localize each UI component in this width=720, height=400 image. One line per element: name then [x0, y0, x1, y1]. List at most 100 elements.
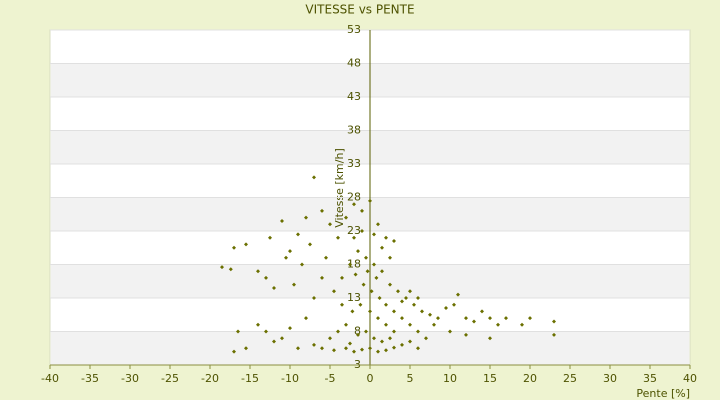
y-tick-label: 28 — [347, 191, 361, 204]
point — [464, 316, 468, 321]
x-tick-label: 25 — [563, 372, 577, 385]
y-tick-label: 8 — [354, 325, 361, 338]
point — [256, 322, 260, 327]
x-tick-label: 15 — [483, 372, 497, 385]
point — [264, 329, 268, 334]
point — [388, 336, 392, 341]
point — [416, 346, 420, 351]
point — [392, 345, 396, 350]
point — [280, 336, 284, 341]
point — [340, 302, 344, 307]
point — [384, 235, 388, 240]
point — [308, 242, 312, 247]
point — [368, 309, 372, 314]
point — [384, 348, 388, 353]
point — [361, 282, 366, 287]
point — [284, 255, 288, 260]
point — [344, 322, 348, 327]
y-tick-label: 13 — [347, 291, 361, 304]
point — [464, 332, 468, 337]
point — [312, 175, 316, 180]
point — [350, 309, 355, 314]
point — [358, 302, 363, 307]
point — [352, 202, 356, 207]
point — [432, 322, 436, 327]
point — [272, 339, 276, 344]
point — [320, 275, 324, 280]
point — [353, 272, 358, 277]
y-tick-label: 38 — [347, 124, 361, 137]
chart-title: VITESSE vs PENTE — [305, 3, 414, 17]
point — [400, 316, 404, 321]
y-tick-label: 48 — [347, 57, 361, 70]
point — [296, 232, 300, 237]
point — [304, 316, 308, 321]
point — [368, 198, 372, 203]
point — [376, 316, 380, 321]
y-axis-label: Vitesse [km/h] — [333, 148, 346, 228]
x-tick-label: 35 — [643, 372, 657, 385]
point — [232, 349, 236, 354]
point — [408, 289, 412, 294]
x-tick-label: -10 — [281, 372, 299, 385]
point — [336, 235, 340, 240]
y-tick-label: 53 — [347, 23, 361, 36]
point — [344, 346, 348, 351]
point — [280, 218, 284, 223]
point — [340, 275, 344, 280]
x-tick-label: -35 — [81, 372, 99, 385]
point — [304, 215, 308, 220]
x-tick-label: -25 — [161, 372, 179, 385]
point — [384, 322, 388, 327]
point — [380, 339, 384, 344]
point — [380, 245, 384, 250]
point — [552, 332, 556, 337]
point — [456, 292, 460, 297]
point — [428, 312, 432, 317]
point — [256, 269, 260, 274]
point — [488, 316, 492, 321]
point — [324, 255, 328, 260]
point — [388, 282, 392, 287]
point — [488, 336, 492, 341]
point — [360, 347, 364, 352]
point — [472, 319, 476, 324]
point — [360, 229, 364, 233]
point — [380, 269, 384, 274]
point — [480, 309, 484, 314]
point — [344, 215, 348, 220]
point — [408, 322, 412, 327]
point — [400, 299, 404, 304]
point — [288, 326, 292, 331]
x-tick-label: -20 — [201, 372, 219, 385]
x-tick-label: 30 — [603, 372, 617, 385]
point — [420, 309, 424, 314]
point — [356, 332, 360, 337]
point — [376, 222, 380, 227]
point — [376, 349, 380, 354]
point — [296, 346, 300, 351]
point — [436, 316, 440, 321]
point — [352, 235, 356, 240]
point — [360, 208, 364, 213]
point — [416, 329, 420, 334]
point — [396, 289, 400, 294]
point — [520, 322, 524, 327]
point — [400, 342, 404, 347]
point — [328, 222, 332, 227]
x-tick-label: 40 — [683, 372, 697, 385]
point — [336, 329, 340, 334]
point — [372, 336, 376, 341]
point — [348, 262, 352, 267]
point — [444, 306, 448, 311]
y-tick-label: 33 — [347, 157, 361, 170]
point — [392, 239, 396, 244]
point — [384, 302, 388, 307]
point — [320, 346, 324, 351]
point — [320, 208, 324, 213]
x-tick-label: -40 — [41, 372, 59, 385]
point — [528, 316, 532, 321]
point — [264, 275, 268, 280]
point — [404, 296, 408, 300]
